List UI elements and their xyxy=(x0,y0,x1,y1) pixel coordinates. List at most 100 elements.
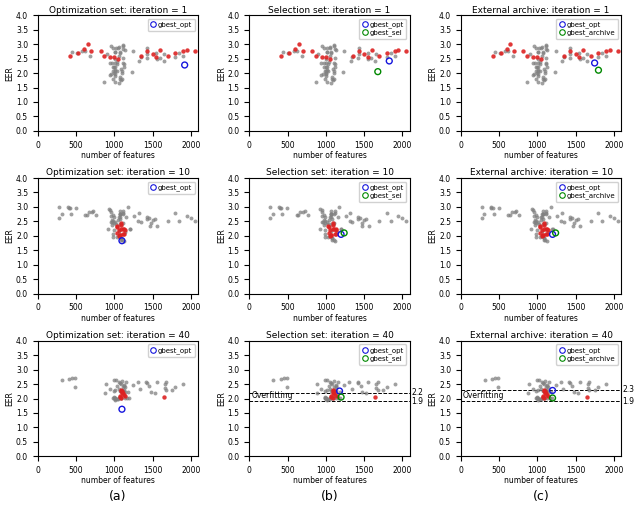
Point xyxy=(541,383,551,392)
Point xyxy=(326,210,336,218)
Point xyxy=(116,220,127,228)
Point xyxy=(564,213,575,221)
Point xyxy=(533,47,543,56)
Point xyxy=(601,51,611,60)
Point xyxy=(319,216,329,225)
Point xyxy=(178,47,188,56)
Point xyxy=(63,203,73,212)
Point xyxy=(146,388,156,396)
Point xyxy=(108,219,118,228)
Point xyxy=(319,59,329,67)
Point xyxy=(566,214,577,222)
Point xyxy=(502,44,512,53)
Point xyxy=(298,47,308,56)
Point xyxy=(115,75,125,83)
Point xyxy=(67,374,77,382)
Point xyxy=(382,49,392,57)
Point xyxy=(64,374,74,383)
Point xyxy=(370,57,380,65)
Point xyxy=(319,230,330,238)
Point xyxy=(320,394,330,402)
Point xyxy=(509,47,520,56)
Point xyxy=(331,230,341,238)
Point xyxy=(327,236,337,244)
Point xyxy=(515,211,525,219)
Point xyxy=(127,381,138,389)
Point xyxy=(109,394,119,402)
Point xyxy=(115,48,125,56)
Point xyxy=(323,67,333,75)
Point xyxy=(601,380,611,388)
Point xyxy=(321,63,331,71)
Point xyxy=(534,219,544,228)
Point xyxy=(325,43,335,51)
Point xyxy=(344,217,355,225)
Point xyxy=(323,222,333,230)
Point xyxy=(390,47,400,56)
Y-axis label: EER: EER xyxy=(217,66,226,81)
Point xyxy=(539,76,549,84)
Point xyxy=(328,76,338,84)
Point xyxy=(573,215,583,224)
Point xyxy=(529,212,539,220)
Point xyxy=(382,209,392,217)
Point xyxy=(325,385,335,393)
Point xyxy=(357,388,367,396)
Point xyxy=(319,63,330,71)
Point xyxy=(326,392,336,400)
Point xyxy=(326,79,336,87)
Point xyxy=(147,50,157,58)
Point xyxy=(527,70,538,79)
Point xyxy=(163,51,173,60)
Point xyxy=(348,51,358,60)
Point xyxy=(539,386,549,395)
Point xyxy=(347,53,357,61)
Point xyxy=(119,391,129,399)
Point xyxy=(274,203,284,212)
Point xyxy=(612,47,623,56)
Point xyxy=(547,394,557,402)
Point xyxy=(541,42,551,50)
Point xyxy=(325,213,335,222)
Point xyxy=(67,48,77,57)
Point xyxy=(114,226,124,234)
Point xyxy=(115,220,125,228)
Point xyxy=(106,70,116,79)
Point xyxy=(532,63,543,71)
Point xyxy=(312,389,322,397)
Point xyxy=(295,208,305,216)
Point xyxy=(324,382,334,390)
Point xyxy=(120,392,131,400)
Point xyxy=(313,49,323,58)
Point xyxy=(605,46,615,54)
Point xyxy=(72,49,82,57)
Point xyxy=(141,379,151,387)
Point xyxy=(328,234,338,242)
Point xyxy=(121,378,131,386)
Point xyxy=(265,214,275,223)
Point xyxy=(317,53,327,61)
Point xyxy=(317,217,328,226)
Point xyxy=(330,391,340,399)
Point xyxy=(531,217,541,225)
Point xyxy=(548,225,558,233)
Point xyxy=(322,44,332,52)
Point xyxy=(539,394,549,402)
Point xyxy=(334,203,344,212)
Point xyxy=(353,54,364,62)
Point xyxy=(115,73,125,81)
Y-axis label: EER: EER xyxy=(217,391,226,406)
Point xyxy=(119,225,129,233)
Legend: gbest_opt, gbest_sel: gbest_opt, gbest_sel xyxy=(359,181,406,202)
Point xyxy=(495,49,505,57)
Point xyxy=(170,49,180,57)
Point xyxy=(114,51,124,60)
Point xyxy=(384,57,394,65)
Point xyxy=(324,229,334,238)
Point xyxy=(535,229,545,238)
Point xyxy=(330,209,340,217)
Point xyxy=(54,203,64,212)
Point xyxy=(321,55,332,63)
Point xyxy=(106,217,116,226)
Point xyxy=(533,62,543,71)
